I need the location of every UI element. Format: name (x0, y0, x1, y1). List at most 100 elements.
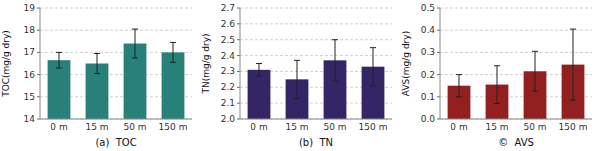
error-bar (294, 60, 300, 98)
error-cap (332, 80, 338, 81)
grid-line (40, 30, 192, 31)
y-axis (440, 8, 441, 119)
panel: 0.00.10.20.30.40.50 m15 m50 m150 m© AVSA… (401, 3, 592, 148)
y-label: TOC(mg/g dry) (1, 30, 11, 98)
y-tick-label: 0.1 (421, 92, 435, 102)
bar (248, 70, 271, 119)
x-label: © AVS (498, 137, 534, 148)
grid-line (240, 39, 392, 40)
y-label: TN(mg/g dry) (201, 33, 211, 94)
error-stem (173, 42, 174, 62)
error-cap (332, 39, 338, 40)
error-cap (370, 85, 376, 86)
y-axis (240, 8, 241, 119)
y-tick-label: 2.0 (221, 114, 236, 124)
y-tick-label: 16 (24, 70, 36, 80)
error-bar (332, 40, 338, 81)
grid-line (240, 55, 392, 56)
error-bar (370, 48, 376, 86)
y-tick-label: 2.4 (221, 51, 236, 61)
figure: 1415161718190 m15 m50 m150 m(a) TOCTOC(m… (0, 0, 600, 151)
y-tick-label: 15 (24, 92, 35, 102)
error-cap (456, 96, 462, 97)
grid-line (240, 119, 392, 120)
error-stem (59, 52, 60, 68)
error-cap (94, 53, 100, 54)
error-bar (494, 66, 500, 104)
error-bar (56, 52, 62, 68)
grid-line (440, 8, 592, 9)
error-stem (335, 40, 336, 81)
marks (248, 40, 385, 119)
bar (48, 60, 71, 119)
x-tick-label: 15 m (285, 122, 308, 132)
x-tick-label: 15 m (85, 122, 108, 132)
x-label: (a) TOC (95, 137, 136, 148)
error-cap (256, 76, 262, 77)
x-axis (40, 119, 192, 120)
grid-line (440, 52, 592, 53)
error-stem (373, 48, 374, 86)
y-tick-label: 0.2 (421, 70, 435, 80)
error-cap (456, 74, 462, 75)
error-bar (256, 64, 262, 77)
grid-line (40, 8, 192, 9)
error-stem (297, 60, 298, 98)
error-stem (459, 75, 460, 97)
y-tick-label: 0.0 (421, 114, 436, 124)
panel: 1415161718190 m15 m50 m150 m(a) TOCTOC(m… (1, 3, 192, 151)
error-stem (535, 51, 536, 91)
error-bar (532, 51, 538, 91)
marks (448, 29, 585, 119)
error-cap (494, 65, 500, 66)
error-cap (170, 42, 176, 43)
y-tick-label: 19 (24, 3, 36, 13)
error-cap (56, 67, 62, 68)
grid-line (240, 23, 392, 24)
panel: 2.02.12.22.32.42.52.62.70 m15 m50 m150 m… (201, 3, 392, 151)
y-tick-label: 0.4 (421, 25, 436, 35)
x-tick-label: 0 m (450, 122, 467, 132)
error-stem (497, 66, 498, 104)
x-axis (240, 119, 392, 120)
error-cap (56, 52, 62, 53)
error-stem (573, 29, 574, 100)
x-tick-label: 150 m (159, 122, 188, 132)
error-cap (370, 47, 376, 48)
error-cap (256, 63, 262, 64)
y-axis (40, 8, 41, 119)
y-tick-label: 2.2 (221, 82, 235, 92)
y-tick-label: 2.3 (221, 66, 235, 76)
y-tick-label: 2.1 (221, 98, 235, 108)
marks (48, 29, 185, 119)
error-bar (94, 54, 100, 74)
error-stem (135, 29, 136, 58)
x-tick-label: 50 m (123, 122, 146, 132)
error-cap (494, 103, 500, 104)
grid-line (240, 8, 392, 9)
x-tick-label: 150 m (359, 122, 388, 132)
error-cap (132, 57, 138, 58)
error-cap (132, 29, 138, 30)
error-cap (570, 100, 576, 101)
error-cap (94, 73, 100, 74)
bar (162, 52, 185, 119)
y-tick-label: 2.6 (221, 19, 236, 29)
y-tick-label: 18 (24, 25, 36, 35)
grid-line (440, 119, 592, 120)
grid-line (40, 119, 192, 120)
error-bar (456, 75, 462, 97)
error-cap (294, 60, 300, 61)
grid-line (440, 30, 592, 31)
error-cap (532, 51, 538, 52)
y-tick-label: 0.3 (421, 47, 435, 57)
x-tick-label: 50 m (523, 122, 546, 132)
x-tick-label: 50 m (323, 122, 346, 132)
error-cap (170, 62, 176, 63)
y-label: AVS(mg/g dry) (401, 31, 411, 96)
x-axis (440, 119, 592, 120)
y-tick-label: 0.5 (421, 3, 435, 13)
x-tick-label: 15 m (485, 122, 508, 132)
y-tick-label: 14 (24, 114, 36, 124)
error-stem (97, 54, 98, 74)
